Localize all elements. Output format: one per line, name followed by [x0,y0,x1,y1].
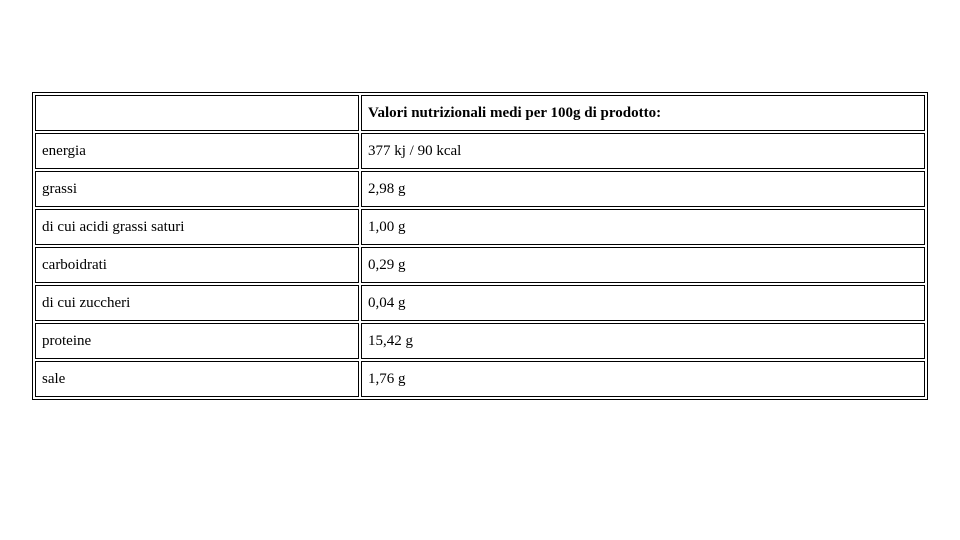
header-empty-cell [35,95,359,131]
table-row: grassi 2,98 g [35,171,925,207]
nutrient-value: 15,42 g [361,323,925,359]
nutrition-table: Valori nutrizionali medi per 100g di pro… [32,92,928,400]
nutrient-label: energia [35,133,359,169]
nutrient-value: 1,76 g [361,361,925,397]
table-header-row: Valori nutrizionali medi per 100g di pro… [35,95,925,131]
nutrient-value: 1,00 g [361,209,925,245]
nutrient-label: sale [35,361,359,397]
header-title-cell: Valori nutrizionali medi per 100g di pro… [361,95,925,131]
table-row: carboidrati 0,29 g [35,247,925,283]
table-row: di cui acidi grassi saturi 1,00 g [35,209,925,245]
nutrient-value: 0,04 g [361,285,925,321]
table-row: sale 1,76 g [35,361,925,397]
table-row: di cui zuccheri 0,04 g [35,285,925,321]
nutrient-label: di cui acidi grassi saturi [35,209,359,245]
nutrient-label: proteine [35,323,359,359]
table-row: energia 377 kj / 90 kcal [35,133,925,169]
nutrient-value: 2,98 g [361,171,925,207]
nutrient-value: 377 kj / 90 kcal [361,133,925,169]
nutrient-label: di cui zuccheri [35,285,359,321]
nutrient-label: grassi [35,171,359,207]
nutrient-label: carboidrati [35,247,359,283]
table-row: proteine 15,42 g [35,323,925,359]
nutrient-value: 0,29 g [361,247,925,283]
